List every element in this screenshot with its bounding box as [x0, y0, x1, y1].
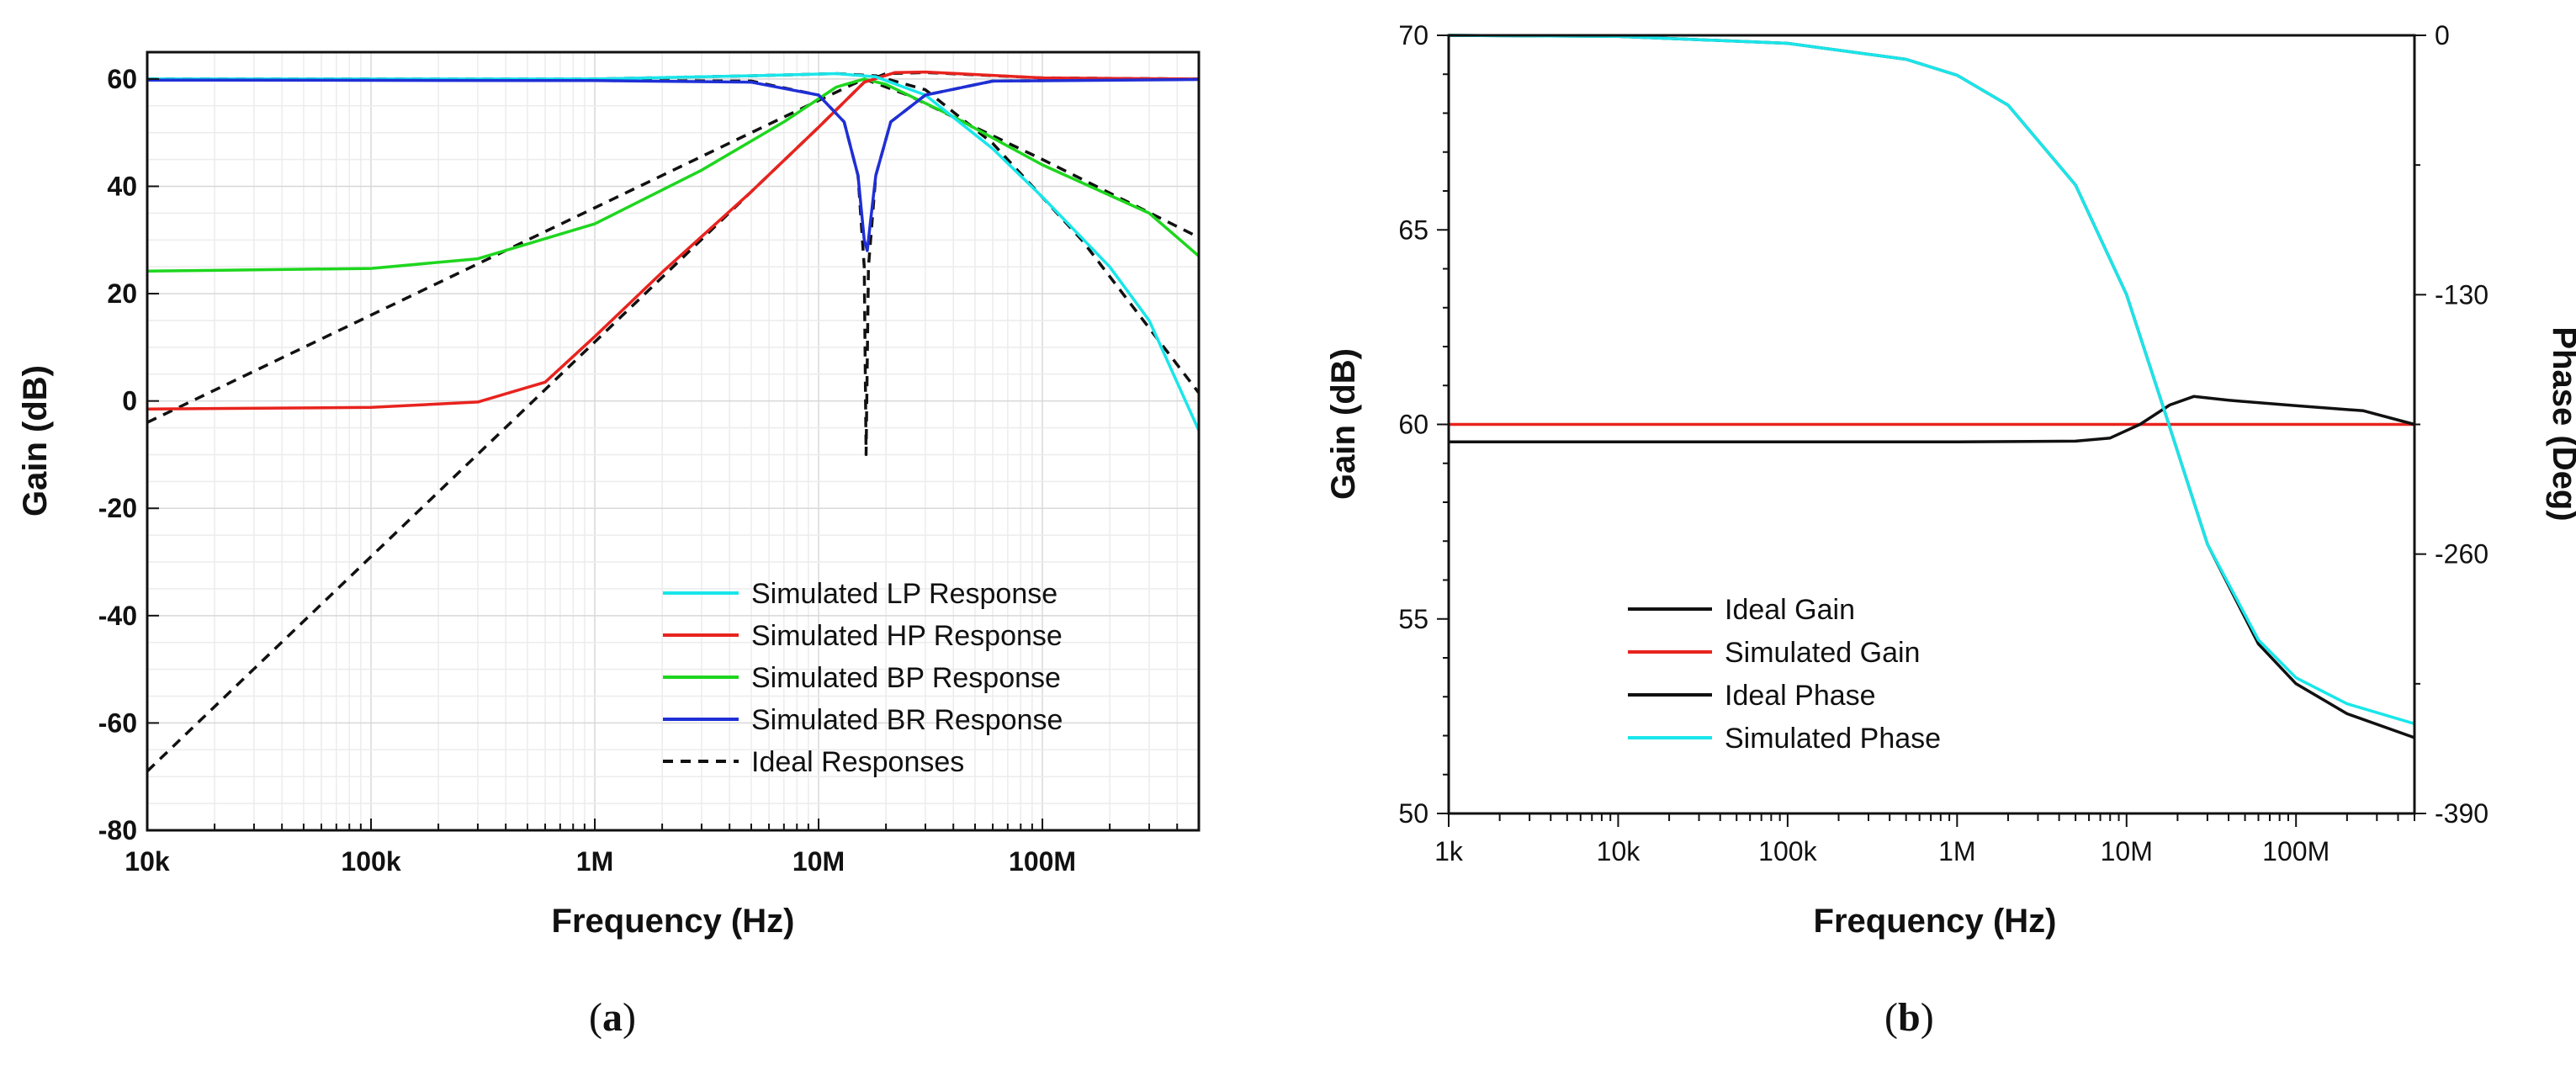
x-tick-label: 10M [2101, 836, 2153, 866]
x-tick-label: 10k [125, 846, 170, 877]
legend-label: Simulated LP Response [751, 578, 1057, 610]
series-group-a [146, 70, 1201, 773]
legend-label: Ideal Gain [1725, 594, 1855, 626]
x-ticks-b: 1k 10k 100k 1M 10M 100M [1434, 813, 2415, 866]
y2-tick-label: -390 [2435, 798, 2489, 829]
x-ticks-a: 10k 100k 1M 10M 100M [125, 819, 1200, 877]
series-line [1448, 34, 2415, 739]
caption-a-letter: a [602, 995, 623, 1040]
legend-label: Simulated BP Response [751, 662, 1061, 694]
legend-label: Simulated HP Response [751, 620, 1063, 652]
y2-ticks-b: -390 -260 -130 0 [2414, 20, 2489, 829]
caption-a: (a) [589, 995, 636, 1040]
y-tick-label: -60 [98, 707, 137, 738]
legend-label: Ideal Phase [1725, 680, 1876, 712]
y2-tick-label: -130 [2435, 279, 2489, 310]
plot-frame-a [146, 50, 1201, 832]
y-tick-label: 60 [1398, 410, 1428, 440]
y2-tick-label: 0 [2435, 20, 2450, 50]
legend-b: Ideal Gain Simulated Gain Ideal Phase Simul… [1628, 594, 1941, 755]
y-tick-label: 20 [107, 278, 137, 309]
legend-label: Ideal Responses [751, 746, 964, 778]
y-tick-label: 0 [122, 386, 137, 416]
x-tick-label: 10M [792, 846, 845, 877]
series-line [146, 77, 1200, 252]
x-tick-label: 1k [1434, 836, 1464, 866]
x-tick-label: 100k [1758, 836, 1817, 866]
y-tick-label: -80 [98, 815, 137, 845]
x-tick-label: 1M [576, 846, 613, 877]
y-tick-label: -20 [98, 493, 137, 523]
caption-b: (b) [1884, 995, 1934, 1040]
grid-a [146, 51, 1200, 831]
legend-label: Simulated Gain [1725, 637, 1920, 669]
y-tick-label: 60 [107, 64, 137, 94]
x-axis-title-b-main: Frequency [1814, 903, 1985, 940]
series-group-b [1448, 34, 2415, 739]
x-tick-label: 10k [1597, 836, 1641, 866]
chart-panel-a: 10k 100k 1M 10M 100M -80 -60 -40 -20 0 20 40 60 Fre… [17, 50, 1201, 1040]
x-tick-label: 1M [1938, 836, 1975, 866]
series-line [146, 77, 1201, 273]
y2-tick-label: -260 [2435, 539, 2489, 570]
x-tick-label: 100k [341, 846, 400, 877]
caption-b-open: ( [1884, 995, 1898, 1040]
y-tick-label: 70 [1398, 20, 1428, 50]
x-tick-label: 100M [2262, 836, 2330, 866]
x-axis-title-b-unit: (Hz) [1993, 903, 2057, 940]
y-ticks-b: 50 55 60 65 70 [1398, 20, 1449, 829]
y-tick-label: 50 [1398, 798, 1428, 829]
x-axis-title-b: Frequency (Hz) [1814, 903, 2057, 940]
chart-panel-b: 1k 10k 100k 1M 10M 100M 50 55 60 65 70 -390 -260 -1… [1325, 20, 2576, 1040]
y-axis-title-b: Gain (dB) [1325, 348, 1362, 500]
legend-label: Simulated BR Response [751, 704, 1063, 736]
legend-label: Simulated Phase [1725, 723, 1941, 755]
caption-b-close: ) [1921, 995, 1934, 1040]
y-tick-label: 40 [107, 171, 137, 201]
series-line [146, 70, 1200, 411]
plot-area-a [147, 52, 1199, 830]
series-line [1449, 395, 2415, 444]
legend-a: Simulated LP Response Simulated HP Respon… [663, 578, 1063, 778]
x-tick-label: 100M [1009, 846, 1076, 877]
y-ticks-a: -80 -60 -40 -20 0 20 40 60 [98, 64, 159, 845]
series-line [1448, 34, 2415, 725]
y-tick-label: 55 [1398, 604, 1428, 634]
caption-a-open: ( [589, 995, 602, 1040]
y-tick-label: -40 [98, 601, 137, 631]
caption-b-letter: b [1898, 995, 1921, 1040]
caption-a-close: ) [623, 995, 636, 1040]
y2-axis-title-b: Phase (Deg) [2546, 326, 2576, 521]
y-tick-label: 65 [1398, 215, 1428, 245]
x-axis-title-a: Frequency (Hz) [552, 903, 795, 940]
y-axis-title-a: Gain (dB) [17, 365, 54, 517]
